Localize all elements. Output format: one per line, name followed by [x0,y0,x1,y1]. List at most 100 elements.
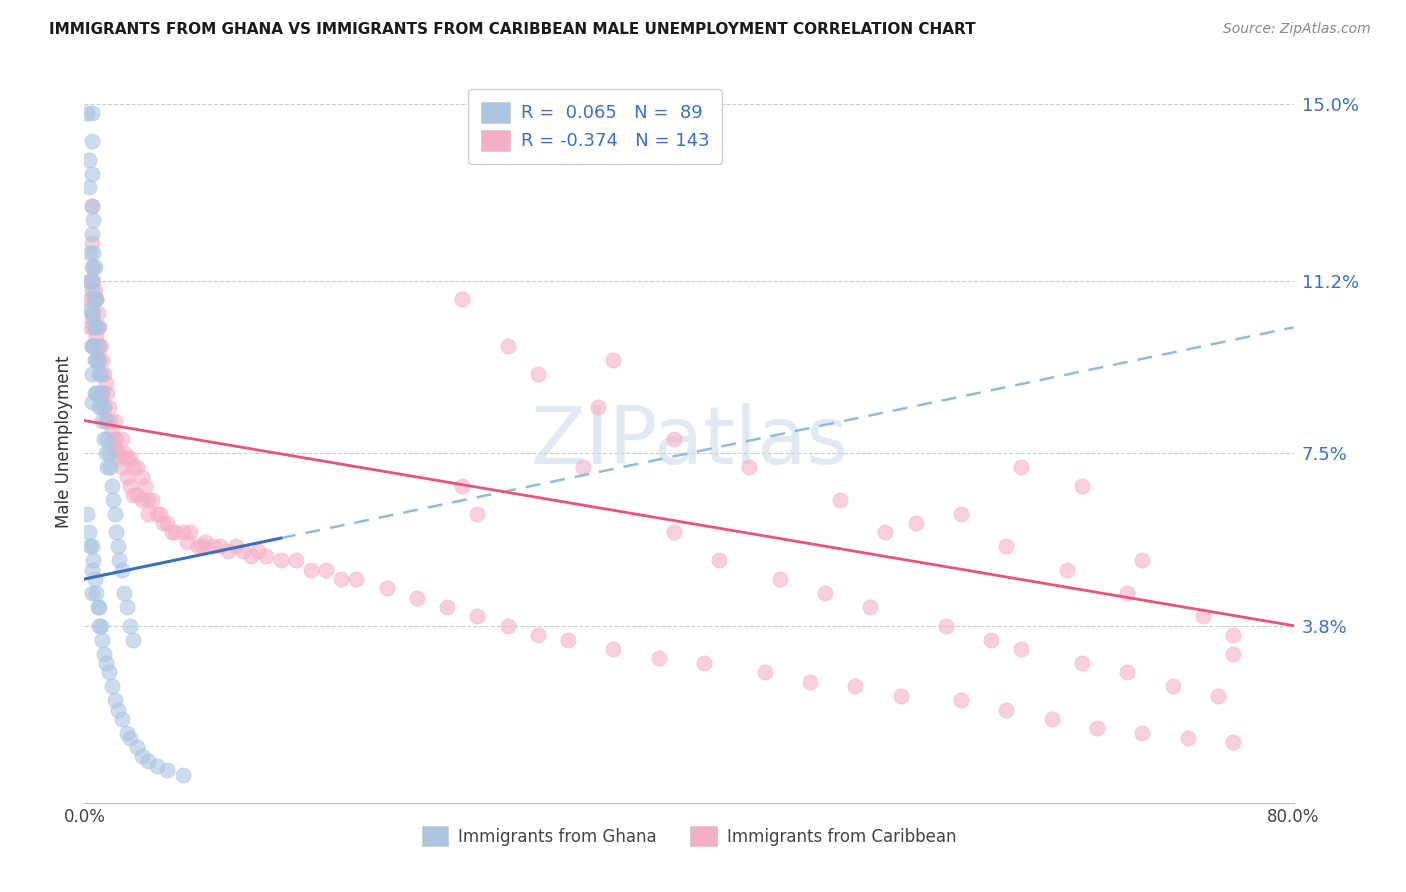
Point [80,563,103,577]
Point [121,460,143,475]
Point [950,693,973,707]
Point [451,479,474,493]
Point [1130,553,1153,567]
Point [100,423,122,437]
Point [172,525,194,540]
Point [108,553,131,567]
Point [107,446,129,460]
Point [844,679,866,693]
Point [115,450,138,465]
Point [1222,735,1244,749]
Point [79,274,101,288]
Point [86,329,108,343]
Point [1192,609,1215,624]
Point [134,479,156,493]
Point [1116,586,1139,600]
Point [270,553,292,567]
Point [769,572,792,586]
Point [131,749,153,764]
Point [127,460,149,475]
Point [77,153,100,167]
Point [118,479,141,493]
Point [96,413,118,427]
Point [602,642,624,657]
Point [104,442,127,456]
Point [80,199,103,213]
Point [602,353,624,368]
Point [1011,460,1033,475]
Point [86,385,108,400]
Point [80,283,103,297]
Point [115,726,138,740]
Point [995,702,1018,716]
Point [1130,726,1153,740]
Point [115,469,138,483]
Point [1085,721,1108,735]
Point [662,525,685,540]
Point [82,320,104,334]
Point [80,106,103,120]
Point [346,572,368,586]
Point [89,618,111,632]
Point [104,693,127,707]
Point [84,353,107,368]
Point [1071,479,1094,493]
Point [127,739,149,754]
Point [118,618,141,632]
Point [80,306,103,320]
Point [111,460,134,475]
Point [859,600,882,615]
Point [799,674,821,689]
Point [89,400,111,414]
Point [107,702,129,716]
Point [1011,642,1033,657]
Point [254,549,277,563]
Point [80,586,103,600]
Point [93,647,115,661]
Point [80,339,103,353]
Point [89,339,111,353]
Point [693,656,716,670]
Point [101,432,124,446]
Point [80,274,103,288]
Point [86,353,108,368]
Point [299,563,322,577]
Point [89,600,111,615]
Point [87,385,110,400]
Point [77,525,100,540]
Point [232,544,254,558]
Point [136,754,159,768]
Point [90,367,112,381]
Point [160,525,183,540]
Point [76,507,98,521]
Point [100,479,122,493]
Point [79,540,101,554]
Point [890,689,912,703]
Point [209,540,232,554]
Point [86,293,108,307]
Point [1206,689,1229,703]
Point [754,665,776,680]
Point [82,306,104,320]
Point [176,534,198,549]
Point [662,432,685,446]
Point [118,450,141,465]
Point [496,339,519,353]
Point [121,488,143,502]
Point [127,488,149,502]
Point [588,400,610,414]
Point [80,260,103,274]
Point [1161,679,1184,693]
Point [105,525,128,540]
Point [136,492,159,507]
Point [496,618,519,632]
Point [79,320,101,334]
Point [91,385,114,400]
Point [527,367,550,381]
Point [91,353,114,368]
Point [96,460,118,475]
Point [84,283,107,297]
Point [84,260,107,274]
Point [738,460,761,475]
Point [97,446,120,460]
